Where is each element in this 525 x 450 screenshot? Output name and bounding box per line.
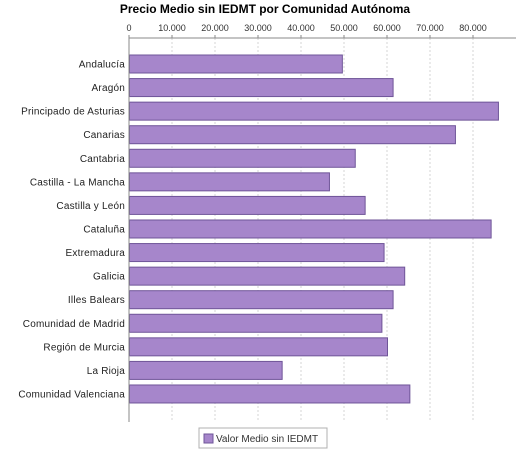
x-tick-label: 20.000 [201,23,229,33]
category-label-principado-de-asturias: Principado de Asturias [21,107,125,118]
legend: Valor Medio sin IEDMT [198,427,328,449]
x-tick-label: 30.000 [244,23,272,33]
x-tick-label: 80.000 [459,23,487,33]
category-label-region-de-murcia: Región de Murcia [43,342,125,353]
bar-comunidad-valenciana [129,384,411,404]
legend-label: Valor Medio sin IEDMT [216,434,318,445]
bar-extremadura [129,243,385,263]
chart-title: Precio Medio sin IEDMT por Comunidad Aut… [120,2,411,16]
bar-principado-de-asturias [129,101,499,121]
x-tick-label: 60.000 [373,23,401,33]
category-label-andalucia: Andalucía [79,60,126,71]
x-tick-label: 40.000 [287,23,315,33]
legend-box [198,427,328,449]
bar-canarias [129,125,456,145]
category-label-cantabria: Cantabria [80,154,125,165]
category-label-canarias: Canarias [83,130,125,141]
bar-galicia [129,266,406,286]
bar-region-de-murcia [129,337,388,357]
bars [129,54,499,404]
bar-castilla-y-leon [129,195,366,215]
category-label-aragon: Aragón [92,83,125,94]
bar-castilla-la-mancha [129,172,330,192]
legend-swatch [203,433,214,444]
category-label-galicia: Galicia [93,272,125,283]
axes: 0 10.000 20.000 30.000 40.000 50.000 60.000 70.… [126,23,516,422]
x-tick-label: 70.000 [416,23,444,33]
category-label-comunidad-de-madrid: Comunidad de Madrid [23,319,125,330]
bar-cataluna [129,219,492,239]
bar-illes-balears [129,290,394,310]
category-label-cataluna: Cataluña [83,224,125,235]
bar-la-rioja [129,360,283,380]
category-label-illes-balears: Illes Balears [68,295,125,306]
bar-cantabria [129,148,356,168]
x-tick-label: 10.000 [158,23,186,33]
category-labels: Andalucía Aragón Principado de Asturias Can… [18,60,125,401]
category-label-castilla-la-mancha: Castilla - La Mancha [30,177,125,188]
category-label-la-rioja: La Rioja [87,366,126,377]
category-label-castilla-y-leon: Castilla y León [56,201,125,212]
category-label-comunidad-valenciana: Comunidad Valenciana [18,389,125,400]
bar-comunidad-de-madrid [129,313,383,333]
bar-aragon [129,78,394,98]
category-label-extremadura: Extremadura [66,248,126,259]
x-tick-label: 0 [126,23,131,33]
bar-andalucia [129,54,343,74]
x-tick-label: 50.000 [330,23,358,33]
